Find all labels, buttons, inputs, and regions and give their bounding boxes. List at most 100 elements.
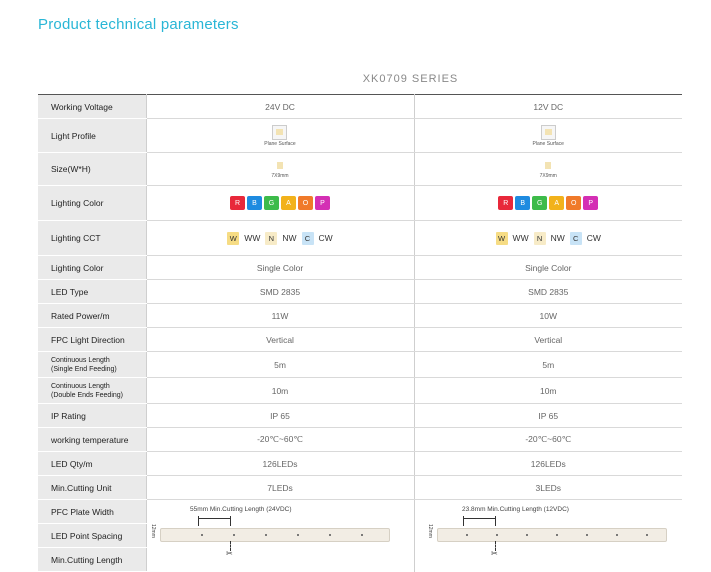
cct-cw: CW bbox=[318, 233, 333, 243]
color-chip-g: G bbox=[532, 196, 548, 210]
cell-24v: Vertical bbox=[146, 327, 415, 352]
color-chip-p: P bbox=[315, 196, 330, 210]
series-title: XK0709 SERIES bbox=[362, 73, 459, 85]
row-label: Lighting Color bbox=[38, 255, 147, 280]
size-diagram-icon: 7X9mm bbox=[271, 159, 289, 179]
cell-12v: Single Color bbox=[414, 255, 682, 280]
plane-surface-icon: Plane Surface bbox=[532, 124, 564, 147]
cct-chip-n: N bbox=[533, 231, 546, 245]
dimension-line bbox=[230, 516, 233, 526]
table-row: working temperature -20℃~60℃ -20℃~60℃ bbox=[38, 427, 682, 452]
cell-12v: -20℃~60℃ bbox=[414, 427, 682, 452]
cell-12v: 5m bbox=[414, 351, 682, 378]
row-label: Continuous Length (Double Ends Feeding) bbox=[38, 377, 147, 404]
cct-ww: WW bbox=[244, 233, 261, 243]
table-row: Working Voltage 24V DC 12V DC bbox=[38, 94, 682, 119]
cct-chip-c: C bbox=[301, 231, 314, 245]
row-label: working temperature bbox=[38, 427, 147, 452]
row-label-line2: (Single End Feeding) bbox=[51, 365, 117, 373]
row-label: Working Voltage bbox=[38, 94, 147, 119]
strip-caption-24v: 55mm Min.Cutting Length (24VDC) bbox=[190, 506, 292, 513]
dimension-line bbox=[495, 516, 496, 526]
scissors-icon: ✂ bbox=[491, 549, 498, 558]
cct-chip-n: N bbox=[265, 231, 278, 245]
cct-chip-w: W bbox=[227, 231, 240, 245]
color-chip-a: A bbox=[281, 196, 296, 210]
cell-12v: 126LEDs bbox=[414, 451, 682, 476]
table-row: Lighting Color Single Color Single Color bbox=[38, 255, 682, 280]
cell-24v: 24V DC bbox=[146, 94, 415, 119]
table-row: Continuous Length (Double Ends Feeding) 1… bbox=[38, 377, 682, 404]
spec-table: Working Voltage 24V DC 12V DC Light Prof… bbox=[38, 94, 682, 572]
row-label: IP Rating bbox=[38, 403, 147, 428]
cell-24v: 5m bbox=[146, 351, 415, 378]
row-label-line2: (Double Ends Feeding) bbox=[51, 391, 123, 399]
row-label: LED Point Spacing bbox=[38, 523, 147, 548]
table-row: PFC Plate Width bbox=[38, 499, 682, 572]
led-strip-24v bbox=[160, 528, 390, 542]
cut-line bbox=[495, 541, 496, 551]
dimension-line bbox=[198, 516, 201, 526]
color-chip-r: R bbox=[498, 196, 514, 210]
cct-chip-c: C bbox=[569, 231, 582, 245]
row-label-line1: Continuous Length bbox=[51, 356, 110, 364]
color-chip-b: B bbox=[247, 196, 262, 210]
strip-caption-12v: 23.8mm Min.Cutting Length (12VDC) bbox=[462, 506, 569, 513]
cct-cw: CW bbox=[586, 233, 601, 243]
row-label: Lighting CCT bbox=[38, 220, 147, 256]
table-row: Lighting Color R B G A O P R B G A O P bbox=[38, 185, 682, 221]
color-chip-g: G bbox=[264, 196, 279, 210]
cct-ww: WW bbox=[512, 233, 529, 243]
row-label: PFC Plate Width bbox=[38, 499, 147, 524]
table-row: Continuous Length (Single End Feeding) 5m… bbox=[38, 351, 682, 378]
size-caption: 7X9mm bbox=[271, 173, 289, 179]
color-chip-o: O bbox=[566, 196, 582, 210]
table-row: Rated Power/m 11W 10W bbox=[38, 303, 682, 328]
cell-24v: 10m bbox=[146, 377, 415, 404]
row-label: LED Type bbox=[38, 279, 147, 304]
cut-line bbox=[230, 541, 231, 551]
dimension-line bbox=[463, 518, 495, 519]
plane-surface-icon: Plane Surface bbox=[264, 124, 296, 147]
size-diagram-icon: 7X9mm bbox=[540, 159, 557, 179]
color-chip-p: P bbox=[583, 196, 599, 210]
cell-12v: 12V DC bbox=[414, 94, 682, 119]
table-row: LED Qty/m 126LEDs 126LEDs bbox=[38, 451, 682, 476]
row-label-line1: Continuous Length bbox=[51, 382, 110, 390]
table-row: Min.Cutting Unit 7LEDs 3LEDs bbox=[38, 475, 682, 500]
profile-caption: Plane Surface bbox=[264, 140, 296, 147]
cell-24v: Single Color bbox=[146, 255, 415, 280]
dimension-line bbox=[463, 516, 464, 526]
cct-options: W WW N NW C CW bbox=[495, 231, 601, 245]
cct-nw: NW bbox=[550, 233, 565, 243]
cell-12v: 10W bbox=[414, 303, 682, 328]
row-label: Light Profile bbox=[38, 118, 147, 153]
cell-12v: 10m bbox=[414, 377, 682, 404]
color-chip-b: B bbox=[515, 196, 531, 210]
row-label: FPC Light Direction bbox=[38, 327, 147, 352]
row-label: Continuous Length (Single End Feeding) bbox=[38, 351, 147, 378]
cell-24v: IP 65 bbox=[146, 403, 415, 428]
table-row: IP Rating IP 65 IP 65 bbox=[38, 403, 682, 428]
table-row: Light Profile Plane Surface Plane Surfac… bbox=[38, 118, 682, 153]
cct-nw: NW bbox=[282, 233, 297, 243]
table-row: LED Type SMD 2835 SMD 2835 bbox=[38, 279, 682, 304]
strip-height-label: 12mm bbox=[150, 524, 156, 538]
cell-12v: Vertical bbox=[414, 327, 682, 352]
color-chip-o: O bbox=[298, 196, 313, 210]
color-chips: R B G A O P bbox=[230, 196, 330, 210]
table-row: Lighting CCT W WW N NW C CW W WW N NW C CW bbox=[38, 220, 682, 256]
cell-24v: 126LEDs bbox=[146, 451, 415, 476]
cct-chip-w: W bbox=[495, 231, 508, 245]
cell-12v: 3LEDs bbox=[414, 475, 682, 500]
table-row: Size(W*H) 7X9mm 7X9mm bbox=[38, 152, 682, 186]
color-chips: R B G A O P bbox=[498, 196, 599, 210]
strip-height-label: 12mm bbox=[427, 524, 433, 538]
profile-caption: Plane Surface bbox=[532, 140, 564, 147]
cell-12v: IP 65 bbox=[414, 403, 682, 428]
row-label: Rated Power/m bbox=[38, 303, 147, 328]
size-caption: 7X9mm bbox=[539, 173, 557, 179]
table-row: LED Point Spacing bbox=[38, 523, 682, 548]
page-title: Product technical parameters bbox=[38, 16, 239, 33]
row-label: Min.Cutting Unit bbox=[38, 475, 147, 500]
